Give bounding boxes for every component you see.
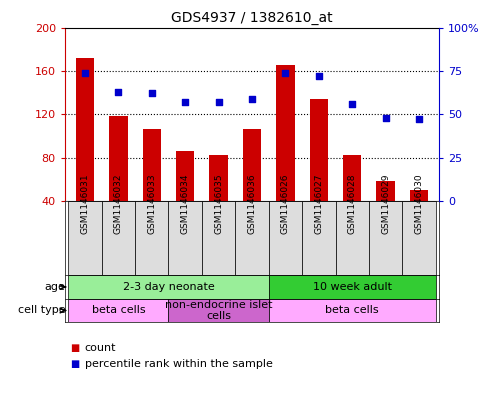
Bar: [76, 58, 94, 244]
Bar: [343, 155, 361, 244]
Bar: [202, 201, 236, 275]
Bar: [68, 299, 169, 322]
Bar: [376, 182, 395, 244]
Text: beta cells: beta cells: [91, 305, 145, 316]
Point: [281, 70, 289, 76]
Text: GSM1146034: GSM1146034: [181, 174, 190, 234]
Text: non-endocrine islet
cells: non-endocrine islet cells: [165, 300, 272, 321]
Text: ■: ■: [70, 358, 79, 369]
Point: [215, 99, 223, 105]
Point: [415, 116, 423, 123]
Title: GDS4937 / 1382610_at: GDS4937 / 1382610_at: [171, 11, 333, 25]
Point: [248, 95, 256, 102]
Bar: [276, 66, 294, 244]
Text: age: age: [45, 282, 65, 292]
Point: [181, 99, 189, 105]
Text: GSM1146029: GSM1146029: [381, 174, 390, 234]
Text: 2-3 day neonate: 2-3 day neonate: [123, 282, 215, 292]
Text: GSM1146028: GSM1146028: [348, 174, 357, 234]
Bar: [302, 201, 335, 275]
Text: GSM1146035: GSM1146035: [214, 174, 223, 234]
Text: GSM1146032: GSM1146032: [114, 174, 123, 234]
Text: beta cells: beta cells: [325, 305, 379, 316]
Bar: [102, 201, 135, 275]
Bar: [268, 201, 302, 275]
Bar: [109, 116, 128, 244]
Point: [315, 73, 323, 79]
Bar: [176, 151, 194, 244]
Bar: [236, 201, 268, 275]
Text: GSM1146031: GSM1146031: [80, 174, 89, 234]
Bar: [68, 201, 102, 275]
Bar: [335, 201, 369, 275]
Bar: [369, 201, 402, 275]
Bar: [402, 201, 436, 275]
Text: cell type: cell type: [18, 305, 65, 316]
Text: GSM1146026: GSM1146026: [281, 174, 290, 234]
Point: [81, 70, 89, 76]
Point: [114, 88, 122, 95]
Text: percentile rank within the sample: percentile rank within the sample: [85, 358, 273, 369]
Text: GSM1146027: GSM1146027: [314, 174, 323, 234]
Bar: [243, 129, 261, 244]
Point: [148, 90, 156, 97]
Bar: [410, 190, 428, 244]
Text: count: count: [85, 343, 116, 353]
Bar: [268, 299, 436, 322]
Point: [348, 101, 356, 107]
Text: ■: ■: [70, 343, 79, 353]
Bar: [135, 201, 169, 275]
Text: GSM1146036: GSM1146036: [248, 174, 256, 234]
Bar: [210, 155, 228, 244]
Text: GSM1146030: GSM1146030: [415, 174, 424, 234]
Point: [382, 114, 390, 121]
Text: GSM1146033: GSM1146033: [147, 174, 156, 234]
Bar: [143, 129, 161, 244]
Bar: [310, 99, 328, 244]
Text: 10 week adult: 10 week adult: [313, 282, 392, 292]
Bar: [169, 299, 268, 322]
Bar: [169, 201, 202, 275]
Bar: [268, 275, 436, 299]
Bar: [68, 275, 268, 299]
